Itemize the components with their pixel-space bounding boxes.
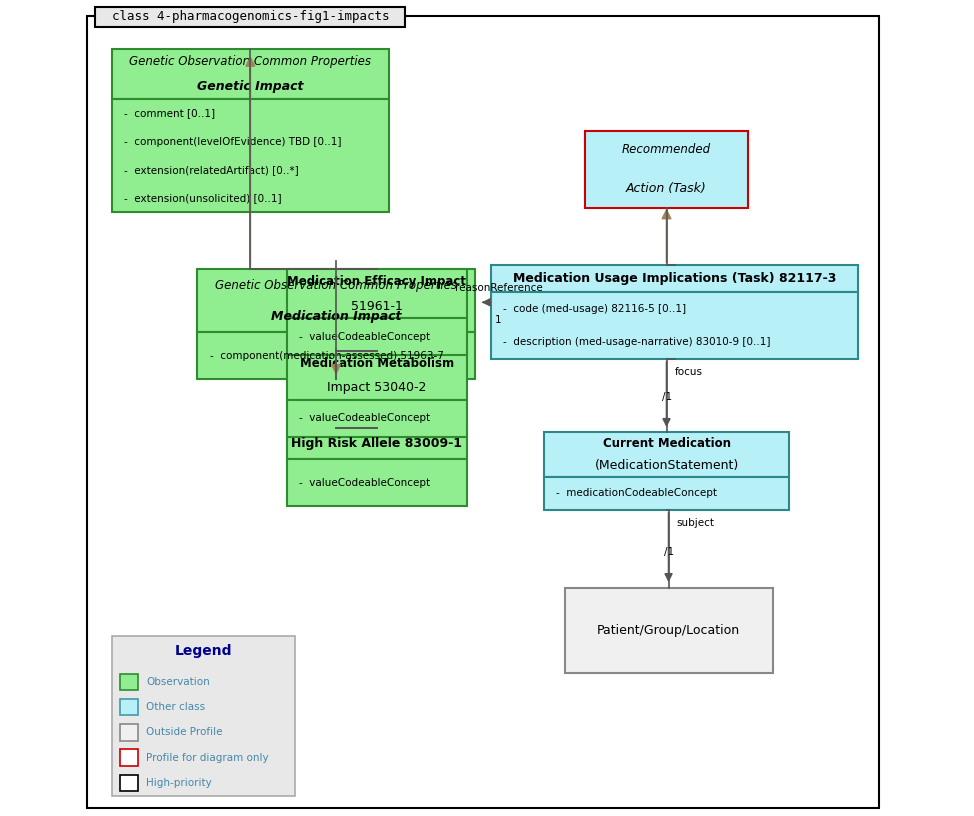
Text: Legend: Legend: [174, 644, 232, 659]
FancyBboxPatch shape: [491, 292, 858, 359]
Text: class 4-pharmacogenomics-fig1-impacts: class 4-pharmacogenomics-fig1-impacts: [112, 11, 389, 23]
Text: -  valueCodeableConcept: - valueCodeableConcept: [299, 331, 431, 342]
FancyBboxPatch shape: [287, 428, 467, 459]
Text: -  code (med-usage) 82116-5 [0..1]: - code (med-usage) 82116-5 [0..1]: [504, 304, 687, 314]
Text: Observation: Observation: [146, 676, 209, 687]
Text: /1: /1: [662, 392, 673, 401]
Text: 51961-1: 51961-1: [351, 299, 403, 313]
FancyBboxPatch shape: [120, 775, 137, 792]
FancyBboxPatch shape: [585, 131, 748, 208]
Text: (MedicationStatement): (MedicationStatement): [594, 459, 738, 472]
FancyBboxPatch shape: [112, 636, 295, 796]
Text: /1: /1: [664, 547, 675, 557]
Text: -  component(levelOfEvidence) TBD [0..1]: - component(levelOfEvidence) TBD [0..1]: [124, 136, 341, 147]
Text: Outside Profile: Outside Profile: [146, 727, 222, 738]
Text: -  component(medication-assessed) 51963-7: - component(medication-assessed) 51963-7: [209, 351, 443, 361]
Text: -  extension(relatedArtifact) [0..*]: - extension(relatedArtifact) [0..*]: [124, 165, 299, 175]
Text: Action (Task): Action (Task): [626, 182, 707, 195]
FancyBboxPatch shape: [198, 332, 474, 379]
Text: Medication Usage Implications (Task) 82117-3: Medication Usage Implications (Task) 821…: [513, 272, 837, 285]
Text: Patient/Group/Location: Patient/Group/Location: [597, 624, 740, 636]
Text: High-priority: High-priority: [146, 778, 211, 788]
Text: Genetic Observation Common Properties: Genetic Observation Common Properties: [215, 278, 457, 291]
FancyBboxPatch shape: [287, 269, 467, 318]
Text: -  medicationCodeableConcept: - medicationCodeableConcept: [556, 489, 718, 499]
FancyBboxPatch shape: [112, 49, 389, 100]
Text: Recommended: Recommended: [622, 144, 711, 157]
Text: 1: 1: [495, 314, 502, 325]
FancyBboxPatch shape: [120, 749, 137, 765]
Text: Other class: Other class: [146, 702, 206, 712]
FancyBboxPatch shape: [112, 100, 389, 212]
Text: focus: focus: [675, 367, 702, 377]
Text: Genetic Impact: Genetic Impact: [197, 80, 304, 93]
FancyBboxPatch shape: [544, 432, 789, 477]
Text: Current Medication: Current Medication: [603, 437, 730, 450]
FancyBboxPatch shape: [120, 698, 137, 715]
FancyBboxPatch shape: [287, 318, 467, 355]
Text: Genetic Observation Common Properties: Genetic Observation Common Properties: [130, 55, 371, 68]
FancyBboxPatch shape: [287, 400, 467, 437]
Text: High Risk Allele 83009-1: High Risk Allele 83009-1: [291, 437, 463, 450]
FancyBboxPatch shape: [544, 477, 789, 510]
FancyBboxPatch shape: [287, 351, 467, 400]
Text: -  valueCodeableConcept: - valueCodeableConcept: [299, 413, 431, 424]
Text: Profile for diagram only: Profile for diagram only: [146, 752, 269, 763]
FancyBboxPatch shape: [287, 459, 467, 506]
Text: Medication Impact: Medication Impact: [271, 310, 401, 323]
FancyBboxPatch shape: [120, 725, 137, 741]
FancyBboxPatch shape: [120, 674, 137, 690]
FancyBboxPatch shape: [565, 588, 772, 673]
Text: -  comment [0..1]: - comment [0..1]: [124, 109, 215, 118]
Text: reasonReference: reasonReference: [456, 282, 543, 292]
FancyBboxPatch shape: [87, 16, 879, 808]
Text: subject: subject: [677, 518, 715, 528]
Text: -  valueCodeableConcept: - valueCodeableConcept: [299, 477, 431, 488]
Text: Medication Metabolism: Medication Metabolism: [300, 357, 454, 370]
Text: -  extension(unsolicited) [0..1]: - extension(unsolicited) [0..1]: [124, 193, 281, 203]
FancyBboxPatch shape: [198, 269, 474, 332]
Text: Medication Efficacy Impact: Medication Efficacy Impact: [287, 275, 467, 288]
FancyBboxPatch shape: [95, 7, 405, 27]
Text: Impact 53040-2: Impact 53040-2: [327, 381, 427, 394]
FancyBboxPatch shape: [491, 265, 858, 292]
Text: -  description (med-usage-narrative) 83010-9 [0..1]: - description (med-usage-narrative) 8301…: [504, 337, 770, 348]
